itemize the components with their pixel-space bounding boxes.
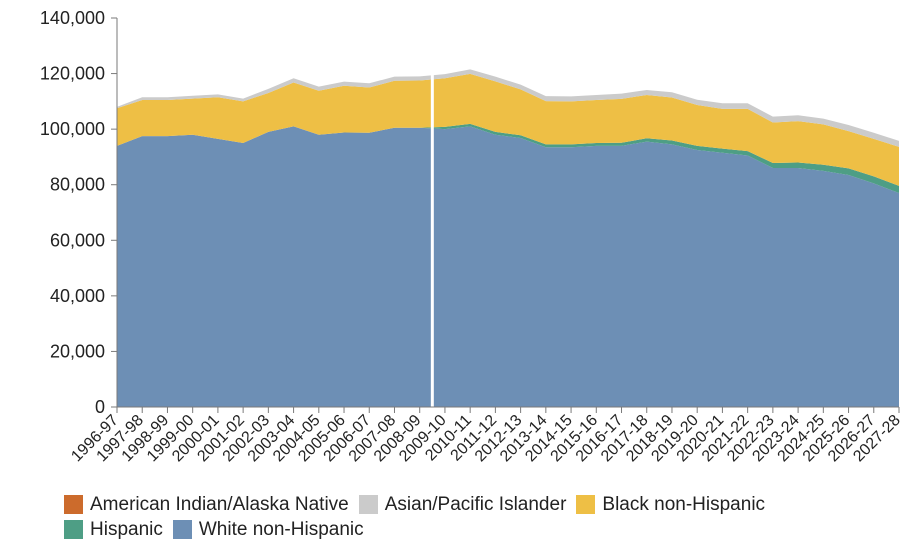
y-tick-label: 100,000 bbox=[40, 119, 105, 139]
legend-label-asian-pacific: Asian/Pacific Islander bbox=[384, 494, 567, 515]
legend-label-black: Black non-Hispanic bbox=[602, 494, 766, 515]
area-black-non-hispanic bbox=[117, 73, 899, 186]
legend: American Indian/Alaska Native Asian/Paci… bbox=[64, 492, 894, 542]
legend-row-2: Hispanic White non-Hispanic bbox=[64, 517, 894, 542]
legend-label-hispanic: Hispanic bbox=[90, 519, 163, 540]
area-asian-pacific-islander bbox=[117, 69, 899, 147]
y-tick-label: 40,000 bbox=[50, 286, 105, 306]
y-tick-label: 80,000 bbox=[50, 175, 105, 195]
area-white-non-hispanic bbox=[117, 126, 899, 407]
y-tick-label: 60,000 bbox=[50, 230, 105, 250]
legend-label-american-indian: American Indian/Alaska Native bbox=[90, 494, 349, 515]
y-tick-label: 0 bbox=[95, 397, 105, 417]
y-tick-label: 120,000 bbox=[40, 64, 105, 84]
legend-swatch-white bbox=[172, 520, 192, 539]
legend-item-asian-pacific: Asian/Pacific Islander bbox=[358, 492, 567, 517]
y-tick-label: 140,000 bbox=[40, 8, 105, 28]
legend-item-white: White non-Hispanic bbox=[172, 517, 364, 542]
legend-swatch-asian-pacific bbox=[358, 495, 378, 514]
area-layers bbox=[117, 69, 899, 407]
legend-swatch-american-indian bbox=[64, 495, 83, 514]
legend-swatch-hispanic bbox=[64, 520, 83, 539]
legend-swatch-black bbox=[576, 495, 596, 514]
legend-item-black: Black non-Hispanic bbox=[576, 492, 765, 517]
legend-item-american-indian: American Indian/Alaska Native bbox=[64, 492, 349, 517]
y-tick-label: 20,000 bbox=[50, 341, 105, 361]
legend-label-white: White non-Hispanic bbox=[198, 519, 364, 540]
area-chart: 0 20,000 40,000 60,000 80,000 100,000 120,000 1… bbox=[40, 8, 904, 465]
legend-item-hispanic: Hispanic bbox=[64, 517, 163, 542]
legend-row-1: American Indian/Alaska Native Asian/Paci… bbox=[64, 492, 894, 517]
